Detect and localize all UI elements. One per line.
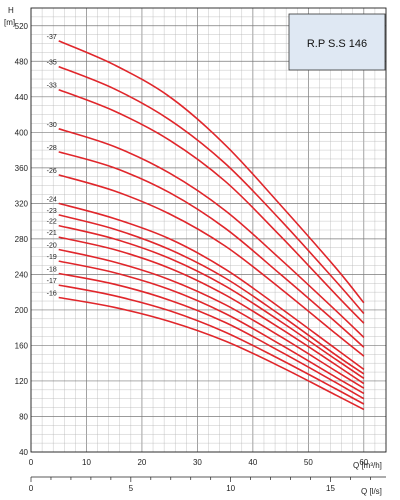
y-tick-label: 280 bbox=[15, 235, 29, 244]
y-tick-label: 480 bbox=[15, 57, 29, 66]
series-line-28 bbox=[58, 151, 365, 348]
series-line-23 bbox=[58, 214, 365, 375]
stage-label-21: -21 bbox=[47, 230, 57, 237]
y-tick-label: 80 bbox=[19, 412, 28, 421]
stage-label-22: -22 bbox=[47, 219, 57, 226]
y-tick-label: 240 bbox=[15, 270, 29, 279]
series-line-18 bbox=[58, 272, 365, 400]
stage-label-23: -23 bbox=[47, 208, 57, 215]
series-line-22 bbox=[58, 224, 365, 379]
y-tick-label: 40 bbox=[19, 448, 28, 457]
y-axis-label: H bbox=[8, 6, 14, 15]
x-axis-label-ls: Q [l/s] bbox=[361, 487, 382, 496]
stage-label-17: -17 bbox=[47, 278, 57, 285]
y-tick-label: 200 bbox=[15, 306, 29, 315]
stage-label-30: -30 bbox=[47, 122, 57, 129]
chart-series bbox=[58, 40, 365, 411]
x2-tick-label: 0 bbox=[29, 484, 34, 493]
stage-label-24: -24 bbox=[47, 196, 57, 203]
chart-title: R.P S.S 146 bbox=[307, 38, 367, 50]
x2-tick-label: 15 bbox=[326, 484, 335, 493]
series-line-33 bbox=[58, 88, 365, 324]
series-line-17 bbox=[58, 284, 365, 405]
series-line-30 bbox=[58, 128, 365, 338]
series-line-21 bbox=[58, 236, 365, 385]
stage-label-18: -18 bbox=[47, 267, 57, 274]
y-tick-label: 400 bbox=[15, 128, 29, 137]
x-tick-label: 60 bbox=[359, 458, 368, 467]
stage-label-20: -20 bbox=[47, 243, 57, 250]
y-axis-unit: [m] bbox=[4, 18, 15, 27]
series-line-19 bbox=[58, 260, 365, 395]
stage-labels: -37 -35 -33 -30 -28 -26 -24 -23 -22 -21 -20 -19 -18 -… bbox=[47, 34, 57, 298]
x2-tick-label: 5 bbox=[129, 484, 134, 493]
y-tick-label: 160 bbox=[15, 341, 29, 350]
x2-tick-label: 10 bbox=[226, 484, 235, 493]
series-line-16 bbox=[58, 296, 365, 411]
x-tick-label: 30 bbox=[193, 458, 202, 467]
x-axis-label-m3h: Q [m³/h] bbox=[353, 461, 382, 470]
series-line-24 bbox=[58, 202, 365, 371]
series-line-26 bbox=[58, 174, 365, 357]
stage-label-28: -28 bbox=[47, 145, 57, 152]
plot-border bbox=[30, 7, 387, 453]
chart-grid bbox=[30, 7, 387, 453]
series-line-20 bbox=[58, 248, 365, 389]
stage-label-16: -16 bbox=[47, 290, 57, 297]
y-tick-label: 360 bbox=[15, 164, 29, 173]
stage-label-33: -33 bbox=[47, 83, 57, 90]
series-line-35 bbox=[58, 65, 365, 315]
y-tick-label: 440 bbox=[15, 93, 29, 102]
x-tick-label: 10 bbox=[82, 458, 91, 467]
y-tick-label: 120 bbox=[15, 377, 29, 386]
x-tick-label: 0 bbox=[29, 458, 34, 467]
title-box: R.P S.S 146 bbox=[288, 13, 386, 71]
plot-frame bbox=[30, 7, 387, 478]
stage-label-19: -19 bbox=[47, 254, 57, 261]
stage-label-26: -26 bbox=[47, 168, 57, 175]
x-tick-label: 40 bbox=[248, 458, 257, 467]
y-tick-label: 520 bbox=[15, 22, 29, 31]
x-tick-label: 20 bbox=[137, 458, 146, 467]
x-tick-label: 50 bbox=[304, 458, 313, 467]
y-tick-label: 320 bbox=[15, 199, 29, 208]
series-line-37 bbox=[58, 40, 365, 304]
stage-label-35: -35 bbox=[47, 60, 57, 67]
stage-label-37: -37 bbox=[47, 34, 57, 41]
